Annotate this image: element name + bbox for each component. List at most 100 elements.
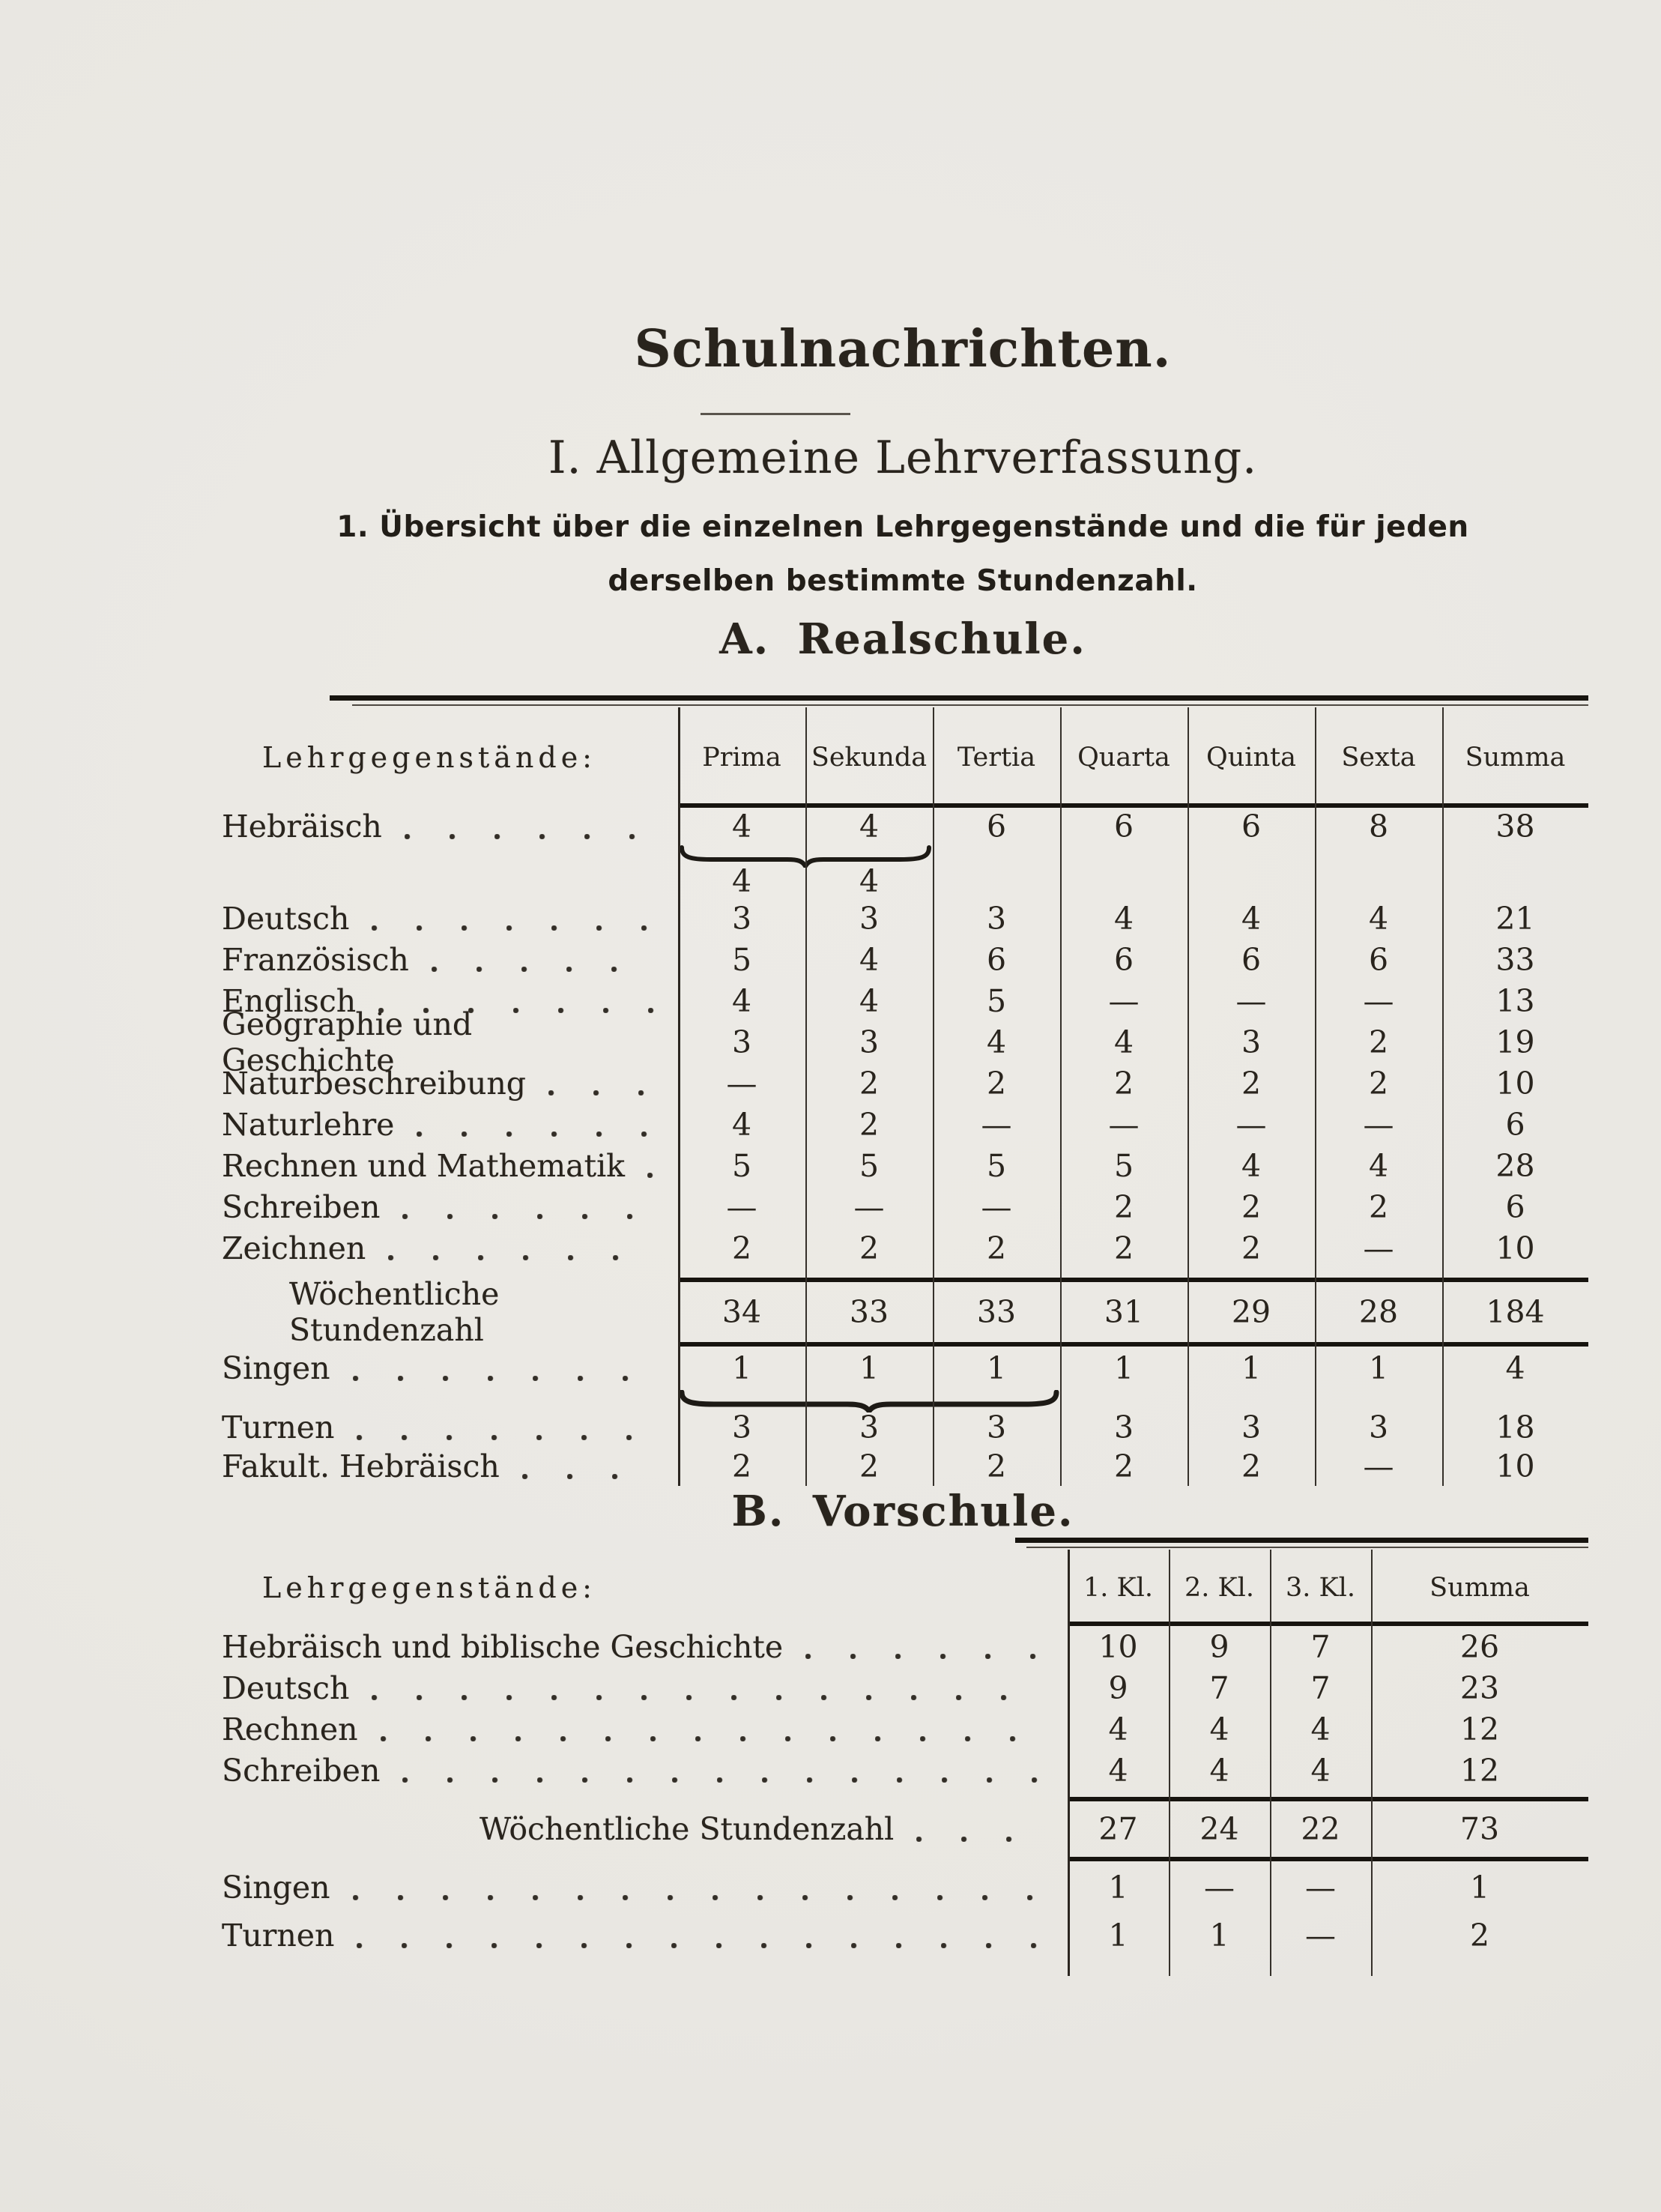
cell-summa: 38 — [1495, 809, 1535, 844]
cell-summa: 12 — [1459, 1752, 1500, 1789]
cell-2kl: 4 — [1209, 1711, 1229, 1747]
cell-1kl: 4 — [1108, 1711, 1128, 1747]
header-bottom-rule — [1068, 1622, 1588, 1626]
totals-row: Wöchentliche Stundenzahl 27 24 22 73 — [217, 1801, 1588, 1857]
cell-prima: 4 — [731, 863, 752, 899]
cell-sexta: 8 — [1368, 809, 1389, 844]
dot-leader — [352, 1894, 1045, 1900]
table-row: Deutsch 3 3 3 4 4 4 21 — [217, 898, 1588, 939]
cell-summa: 10 — [1495, 1448, 1535, 1484]
cell-prima: 2 — [731, 1448, 752, 1484]
row-label-cell: Hebräisch und biblische Geschichte — [217, 1629, 1068, 1665]
cell-sekunda: 4 — [859, 809, 880, 844]
column-header-2kl: 2. Kl. — [1185, 1573, 1254, 1603]
table-row: Turnen 3 3 3 3 3 3 18 — [217, 1408, 1588, 1447]
cell-sekunda: 2 — [859, 1106, 880, 1143]
cell-summa: 2 — [1469, 1918, 1490, 1953]
section-heading: I. Allgemeine Lehrverfassung. — [548, 432, 1258, 484]
cell-sekunda: 5 — [859, 1147, 880, 1184]
table-header-row: Lehrgegenstände: 1. Kl. 2. Kl. 3. Kl. Su… — [217, 1554, 1588, 1622]
cell-quinta: — — [1235, 982, 1267, 1019]
cell-quinta: 1 — [1241, 1350, 1262, 1386]
cell-sekunda: 2 — [859, 1230, 880, 1266]
cell-summa: 23 — [1459, 1669, 1500, 1706]
table-row: Zeichnen 2 2 2 2 2 — 10 — [217, 1227, 1588, 1269]
cell-quinta: 4 — [1241, 900, 1262, 937]
cell-sekunda: 4 — [859, 941, 880, 978]
table-top-rule-thin — [1026, 1547, 1588, 1548]
cell-summa: 13 — [1495, 982, 1535, 1019]
cell-tertia: 4 — [986, 1024, 1007, 1060]
column-header-summa: Summa — [1429, 1573, 1530, 1603]
totals-label: Wöchentliche Stundenzahl — [289, 1276, 500, 1348]
row-label: Deutsch — [222, 1669, 350, 1706]
cell-quinta: 2 — [1241, 1188, 1262, 1225]
table-subrow: 4 4 — [217, 863, 1588, 899]
cell-tertia: 33 — [976, 1294, 1017, 1330]
cell-3kl: 7 — [1310, 1669, 1331, 1706]
cell-tertia: 6 — [986, 941, 1007, 978]
cell-quinta: 4 — [1241, 1147, 1262, 1184]
dot-leader — [357, 1434, 656, 1440]
row-label: Rechnen und Mathematik — [222, 1147, 626, 1184]
cell-summa: 6 — [1505, 1106, 1525, 1143]
cell-quarta: 4 — [1113, 1024, 1134, 1060]
row-label-cell: Hebräisch — [217, 809, 678, 844]
cell-summa: 12 — [1459, 1711, 1500, 1747]
dot-leader — [404, 833, 656, 839]
cell-sexta: 28 — [1358, 1294, 1399, 1330]
table-row: Rechnen 4 4 4 12 — [217, 1708, 1588, 1750]
dot-leader — [805, 1654, 1045, 1659]
dot-leader — [521, 1473, 656, 1479]
cell-sekunda: 3 — [859, 1024, 880, 1060]
cell-sexta: 2 — [1368, 1188, 1389, 1225]
table-vertical-rule — [1169, 1550, 1170, 1976]
table-row: Naturlehre 4 2 — — — — 6 — [217, 1104, 1588, 1145]
cell-quarta: 4 — [1113, 900, 1134, 937]
table-row: Deutsch 9 7 7 23 — [217, 1667, 1588, 1708]
cell-sexta: 1 — [1368, 1350, 1389, 1386]
cell-sekunda: 4 — [859, 982, 880, 1019]
table-vertical-rule — [1270, 1550, 1271, 1976]
cell-quarta: 2 — [1113, 1448, 1134, 1484]
cell-prima: 5 — [731, 941, 752, 978]
cell-tertia: 6 — [986, 809, 1007, 844]
title-divider — [701, 413, 850, 415]
dot-leader — [402, 1777, 1045, 1783]
dot-leader — [647, 1173, 656, 1178]
cell-2kl: 1 — [1209, 1918, 1229, 1953]
cell-tertia: 5 — [986, 1147, 1007, 1184]
cell-sexta: — — [1363, 982, 1394, 1019]
row-label-cell: Rechnen — [217, 1711, 1068, 1747]
row-label-cell: Turnen — [217, 1409, 678, 1445]
cell-quarta: — — [1108, 982, 1140, 1019]
row-label: Hebräisch und biblische Geschichte — [222, 1628, 784, 1665]
cell-summa: 6 — [1505, 1188, 1525, 1225]
cell-sexta: — — [1363, 1230, 1394, 1266]
cell-sekunda: 2 — [859, 1448, 880, 1484]
dot-leader — [357, 1942, 1045, 1948]
row-label: Naturbeschreibung — [222, 1065, 526, 1102]
dot-leader — [372, 1695, 1045, 1700]
cell-sekunda: — — [853, 1188, 885, 1225]
row-label-cell: Deutsch — [217, 1670, 1068, 1706]
cell-summa: 33 — [1495, 941, 1535, 978]
page-title: Schulnachrichten. — [634, 319, 1172, 379]
row-label-cell: Fakult. Hebräisch — [217, 1448, 678, 1484]
cell-sekunda: 1 — [859, 1350, 880, 1386]
table-row: Rechnen und Mathematik 5 5 5 5 4 4 28 — [217, 1145, 1588, 1186]
column-header-quinta: Quinta — [1206, 743, 1296, 773]
cell-prima: — — [726, 1065, 757, 1102]
cell-sekunda: 3 — [859, 1409, 880, 1445]
cell-2kl: 7 — [1209, 1669, 1229, 1706]
table-top-rule — [1015, 1538, 1588, 1543]
column-header-summa: Summa — [1465, 743, 1566, 773]
row-label: Singen — [222, 1870, 330, 1906]
cell-sekunda: 3 — [859, 900, 880, 937]
row-label-cell: Geographie und Geschichte — [217, 1006, 678, 1078]
row-label: Singen — [222, 1350, 330, 1386]
table-row: Fakult. Hebräisch 2 2 2 2 2 — 10 — [217, 1447, 1588, 1486]
row-label: Deutsch — [222, 900, 350, 937]
row-label: Turnen — [222, 1409, 335, 1445]
cell-summa: 28 — [1495, 1147, 1535, 1184]
